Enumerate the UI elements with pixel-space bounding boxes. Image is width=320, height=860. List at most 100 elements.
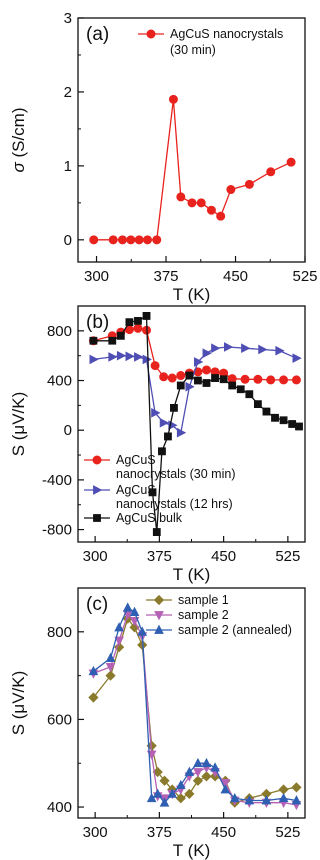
data-point [168, 94, 178, 104]
data-point [193, 757, 203, 768]
data-point [253, 374, 263, 384]
y-tick-label: 600 [47, 711, 72, 728]
data-point [279, 375, 289, 385]
data-point [244, 795, 255, 805]
data-point [150, 361, 160, 371]
data-point [291, 782, 302, 793]
y-tick-label: 400 [47, 799, 72, 816]
legend-marker [92, 455, 102, 465]
data-point [164, 432, 172, 441]
x-tick-label: 525 [275, 548, 300, 565]
x-tick-label: 375 [147, 548, 172, 565]
data-point [134, 235, 144, 245]
data-point [137, 626, 148, 636]
legend-marker [146, 29, 156, 39]
data-point [126, 235, 136, 245]
data-point [134, 352, 144, 362]
data-point [176, 371, 186, 381]
y-axis-label: S (μV/K) [9, 392, 28, 457]
series-2 [89, 342, 302, 438]
data-point [196, 198, 206, 208]
y-axis-label: S (μV/K) [9, 671, 28, 736]
y-axis-label: σ (S/cm) [9, 107, 28, 172]
legend-marker [153, 594, 165, 606]
data-point [187, 198, 197, 208]
data-point [192, 775, 204, 786]
data-point [185, 381, 195, 392]
x-tick-label: 525 [292, 268, 317, 285]
data-point [278, 784, 289, 795]
data-point [228, 381, 237, 390]
data-point [142, 235, 152, 245]
x-tick-label: 300 [84, 268, 109, 285]
legend-marker [154, 611, 164, 621]
data-point [122, 602, 133, 612]
series-line [93, 99, 292, 241]
y-tick-label: -800 [42, 522, 72, 539]
data-point [224, 342, 234, 352]
data-point [184, 788, 195, 800]
data-point [202, 379, 211, 387]
data-point [108, 352, 118, 362]
data-point [152, 528, 161, 536]
data-point [125, 351, 135, 362]
data-point [262, 407, 271, 416]
legend-label: AgCuS nanocrystals [170, 27, 283, 41]
legend-label-line2: nanocrystals (12 hrs) [116, 497, 233, 511]
legend-label: sample 2 [178, 608, 229, 622]
data-point [175, 793, 186, 804]
series-line [92, 617, 297, 804]
data-point [211, 343, 221, 354]
data-point [125, 318, 134, 327]
data-point [137, 639, 148, 651]
data-point [159, 775, 170, 786]
data-point [194, 357, 204, 367]
data-point [275, 345, 285, 356]
data-point [176, 192, 186, 202]
data-point [159, 372, 169, 382]
data-point [184, 766, 195, 776]
legend-label-line2: nanocrystals (30 min) [116, 467, 236, 481]
data-point [170, 403, 178, 412]
chart-panel-1: 300 375 450 525 0 1 2 3 T (K) σ (S/cm) (a) AgCuS na… [9, 10, 318, 304]
data-point [185, 371, 194, 380]
data-point [89, 354, 99, 365]
data-point [266, 167, 276, 177]
data-point [116, 350, 127, 361]
legend-label: AgCuS bulk [116, 511, 183, 525]
y-tick-label: -400 [42, 472, 72, 489]
y-tick-label: 3 [64, 10, 72, 27]
x-tick-label: 450 [223, 268, 248, 285]
legend-marker [93, 514, 101, 522]
x-tick-label: 450 [211, 548, 236, 565]
data-point [292, 353, 302, 363]
data-point [278, 792, 289, 803]
data-point [133, 323, 143, 333]
data-point [117, 235, 127, 245]
data-point [261, 795, 272, 805]
data-point [151, 408, 161, 418]
legend-marker [93, 485, 103, 495]
chart-panel-3: 300 375 450 525 400 600 800 T (K) S (μV/K) (c) sam… [9, 587, 306, 860]
data-point [291, 795, 302, 805]
data-point [114, 642, 125, 653]
data-point [226, 185, 236, 195]
x-axis-label: T (K) [173, 565, 210, 584]
data-point [253, 400, 262, 409]
data-point [240, 374, 250, 384]
data-point [89, 235, 99, 245]
data-point [89, 336, 98, 345]
plot-frame [77, 17, 306, 263]
legend-label: AgCuS [116, 483, 156, 497]
chart-panel-2: 300 375 450 525 -800 -400 0 400 800 T (K) S (μV/K)… [9, 305, 306, 584]
data-point [159, 797, 170, 807]
data-point [158, 447, 166, 456]
series-line [93, 613, 297, 806]
data-point [210, 762, 220, 772]
data-point [229, 792, 240, 803]
data-point [206, 205, 216, 215]
data-point [295, 422, 303, 431]
data-point [105, 652, 116, 662]
legend-label-line2: (30 min) [170, 43, 216, 57]
data-point [88, 692, 99, 703]
